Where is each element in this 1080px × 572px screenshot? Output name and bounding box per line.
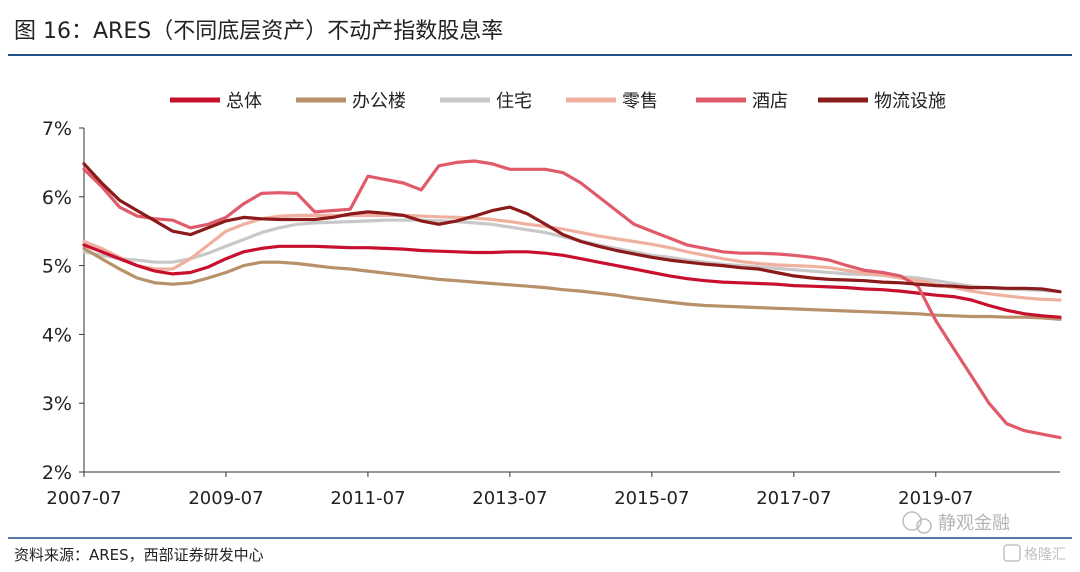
x-tick-label: 2015-07 [614, 488, 689, 509]
legend-label: 住宅 [496, 91, 532, 112]
y-tick-label: 5% [42, 256, 72, 278]
source-note: 资料来源：ARES，西部证券研发中心 [14, 546, 264, 564]
y-tick-label: 7% [42, 118, 72, 140]
watermark-text: 静观金融 [938, 513, 1010, 534]
wechat-icon [902, 511, 922, 531]
brand-logo-icon [1003, 544, 1021, 562]
y-tick-label: 2% [42, 462, 72, 484]
series-layer [82, 159, 1062, 440]
x-tick-label: 2007-07 [46, 488, 121, 509]
x-tick-label: 2013-07 [472, 488, 547, 509]
legend-label: 零售 [622, 91, 658, 112]
wechat-icon-inner [916, 518, 932, 534]
legend-label: 酒店 [752, 91, 788, 112]
x-tick-label: 2019-07 [898, 488, 973, 509]
watermark-wechat: 静观金融 [902, 511, 1010, 534]
y-tick-label: 6% [42, 187, 72, 209]
x-tick-label: 2011-07 [330, 488, 405, 509]
series-line-1 [82, 246, 1062, 321]
watermark-brand-text: 格隆汇 [1024, 547, 1066, 563]
x-tick-label: 2017-07 [756, 488, 831, 509]
x-tick-label: 2009-07 [188, 488, 263, 509]
legend-label: 物流设施 [874, 91, 946, 112]
series-line-4 [82, 159, 1062, 440]
series-line-3 [82, 213, 1062, 302]
y-tick-label: 4% [42, 324, 72, 346]
legend-label: 总体 [226, 91, 262, 112]
watermark-brand: 格隆汇 [1003, 544, 1066, 563]
series-line-5 [82, 162, 1062, 294]
series-line-0 [82, 243, 1062, 319]
legend: 总体 办公楼 住宅 零售 酒店 物流设施 [170, 91, 946, 112]
chart-title: 图 16：ARES（不同底层资产）不动产指数股息率 [14, 19, 503, 44]
legend-label: 办公楼 [352, 91, 406, 112]
y-tick-label: 3% [42, 393, 72, 415]
axes: 2% 3% 4% 5% 6% 7% 2007-07 2009-07 2011-07 2013-07… [42, 118, 1060, 509]
